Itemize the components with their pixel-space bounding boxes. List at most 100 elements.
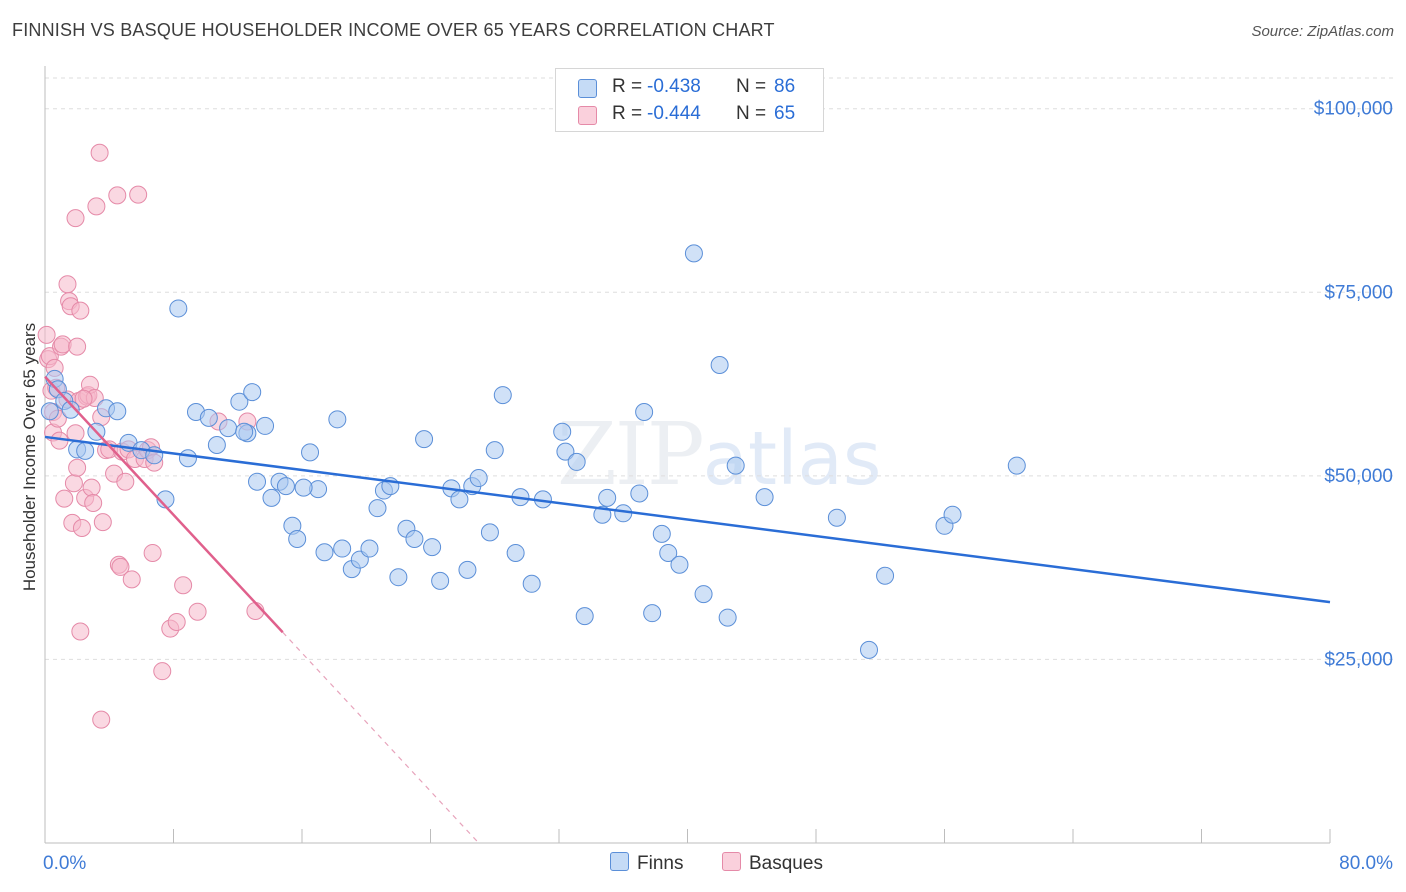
finns-point xyxy=(480,523,499,542)
finns-point xyxy=(506,543,525,562)
finns-point xyxy=(522,574,541,593)
finns-point xyxy=(288,530,307,549)
basques-n-value: 65 xyxy=(774,103,796,124)
finns-point xyxy=(567,452,586,471)
legend-item-basques: Basques xyxy=(722,852,823,875)
finns-point xyxy=(360,539,379,558)
x-tick-label-max: 80.0% xyxy=(1339,853,1393,874)
finns-r-value: -0.438 xyxy=(647,76,701,97)
finns-point xyxy=(178,449,197,468)
finns-point xyxy=(943,505,962,524)
finns-swatch xyxy=(578,79,597,98)
finns-point xyxy=(431,571,450,590)
finns-point xyxy=(389,568,408,587)
finns-point xyxy=(294,478,313,497)
y-tick-label: $75,000 xyxy=(1324,282,1393,303)
finns-point xyxy=(450,490,469,509)
basques-point xyxy=(129,185,148,204)
finns-point xyxy=(694,585,713,604)
basques-point xyxy=(68,337,87,356)
finns-point xyxy=(635,402,654,421)
basques-point xyxy=(71,301,90,320)
finns-point xyxy=(718,608,737,627)
basques-point xyxy=(87,197,106,216)
basques-point xyxy=(122,570,141,589)
basques-r-value: -0.444 xyxy=(647,103,701,124)
finns-point xyxy=(598,488,617,507)
finns-point xyxy=(553,422,572,441)
finns-point xyxy=(301,443,320,462)
finns-point xyxy=(652,524,671,543)
basques-point xyxy=(143,543,162,562)
finns-point xyxy=(415,430,434,449)
finns-point xyxy=(458,560,477,579)
basques-point xyxy=(55,489,74,508)
finns-point xyxy=(199,408,218,427)
finns-point xyxy=(243,383,262,402)
basques-point xyxy=(167,612,186,631)
basques-point xyxy=(74,389,93,408)
chart-title: FINNISH VS BASQUE HOUSEHOLDER INCOME OVE… xyxy=(12,20,775,40)
x-tick-label-min: 0.0% xyxy=(43,853,86,874)
basques-point xyxy=(188,602,207,621)
basques-r-label: R = xyxy=(612,103,643,124)
finns-point xyxy=(485,441,504,460)
basques-point xyxy=(111,557,130,576)
finns-point xyxy=(876,566,895,585)
finns-r-label: R = xyxy=(612,76,643,97)
finns-point xyxy=(659,543,678,562)
finns-point xyxy=(575,607,594,626)
finns-point xyxy=(40,402,59,421)
basques-point xyxy=(58,275,77,294)
basques-point xyxy=(68,458,87,477)
finns-trend-line xyxy=(44,435,1331,604)
finns-point xyxy=(670,555,689,574)
basques-point xyxy=(116,472,135,491)
finns-point xyxy=(556,442,575,461)
finns-point xyxy=(108,402,127,421)
basques-trend-extension xyxy=(282,631,480,844)
finns-point xyxy=(315,543,334,562)
basques-swatch xyxy=(578,106,597,125)
basques-trend-line xyxy=(44,375,284,634)
basques-point xyxy=(71,622,90,641)
finns-point xyxy=(593,505,612,524)
correlation-legend: R = -0.438 N = 86 R = -0.444 N = 65 xyxy=(555,68,824,132)
finns-point xyxy=(710,355,729,374)
finns-point xyxy=(368,499,387,518)
finns-legend-swatch xyxy=(610,852,629,871)
finns-point xyxy=(76,441,95,460)
finns-point xyxy=(169,299,188,318)
finns-point xyxy=(684,244,703,263)
finns-point xyxy=(248,472,267,491)
basques-point xyxy=(92,710,111,729)
finns-point xyxy=(860,640,879,659)
basques-point xyxy=(174,576,193,595)
finns-point xyxy=(827,508,846,527)
basques-point xyxy=(93,513,112,532)
finns-point xyxy=(726,456,745,475)
finns-point xyxy=(262,488,281,507)
finns-point xyxy=(256,416,275,435)
basques-n-label: N = xyxy=(736,103,767,124)
finns-point xyxy=(328,410,347,429)
finns-point xyxy=(423,538,442,557)
finns-point xyxy=(276,477,295,496)
finns-point xyxy=(643,604,662,623)
finns-point xyxy=(755,488,774,507)
basques-point xyxy=(153,662,172,681)
finns-point xyxy=(469,469,488,488)
basques-legend-swatch xyxy=(722,852,741,871)
basques-point xyxy=(84,494,103,513)
basques-point xyxy=(108,186,127,205)
y-tick-label: $50,000 xyxy=(1324,466,1393,487)
finns-point xyxy=(207,436,226,455)
y-axis-label: Householder Income Over 65 years xyxy=(20,323,39,591)
basques-point xyxy=(64,474,83,493)
finns-legend-label: Finns xyxy=(637,853,684,874)
basques-point xyxy=(90,143,109,162)
finns-point xyxy=(61,400,80,419)
finns-point xyxy=(630,484,649,503)
finns-point xyxy=(405,530,424,549)
